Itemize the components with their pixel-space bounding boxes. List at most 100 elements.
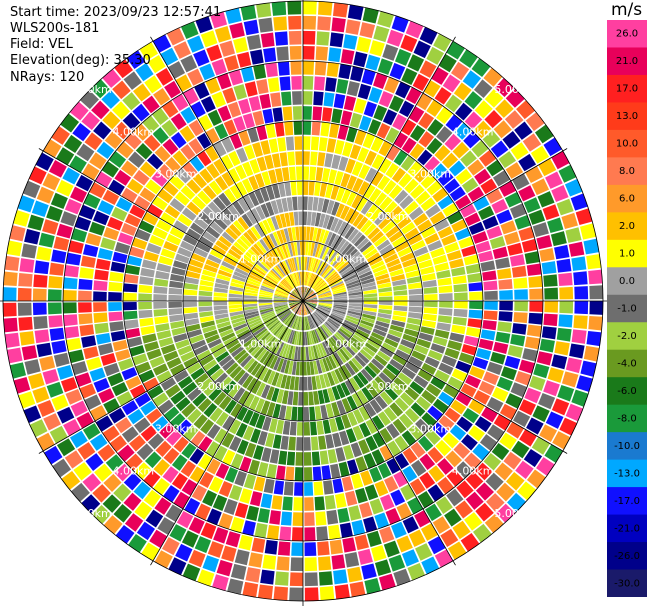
range-gate [366, 252, 381, 263]
range-gate [368, 119, 382, 135]
range-gate [561, 212, 578, 230]
range-gate [175, 168, 191, 184]
range-gate [308, 391, 314, 406]
range-gate [218, 235, 232, 248]
range-gate [528, 312, 543, 325]
range-gate [495, 257, 511, 270]
range-gate [214, 428, 228, 444]
range-gate [307, 196, 314, 211]
range-gate [288, 301, 303, 303]
range-gate [154, 278, 169, 287]
range-gate [368, 87, 383, 104]
range-gate [551, 185, 569, 203]
range-gate [186, 362, 202, 375]
range-gate [303, 286, 306, 301]
range-gate [202, 325, 217, 334]
range-gate [223, 498, 238, 515]
range-gate [250, 245, 262, 258]
range-gate [298, 256, 302, 271]
range-gate [225, 362, 239, 375]
range-gate [246, 505, 260, 522]
range-gate [425, 503, 442, 522]
range-gate [63, 277, 78, 290]
range-gate [473, 390, 491, 405]
range-gate [500, 366, 517, 381]
range-gate [317, 287, 330, 295]
range-gate [194, 82, 210, 100]
range-gate [318, 291, 332, 297]
range-gate [115, 197, 133, 212]
range-gate [125, 328, 141, 339]
range-gate [183, 289, 198, 296]
range-gate [257, 461, 269, 477]
range-gate [377, 175, 391, 191]
range-gate [465, 471, 484, 490]
range-gate [291, 273, 298, 287]
range-gate [60, 377, 78, 393]
range-gate [218, 480, 233, 497]
range-gate [507, 242, 523, 256]
range-gate [329, 539, 343, 555]
range-gate [258, 17, 273, 33]
range-gate [213, 296, 228, 301]
range-gate [314, 405, 322, 420]
range-gate [318, 556, 332, 571]
range-gate [280, 281, 292, 292]
range-gate [269, 510, 281, 525]
range-gate [404, 200, 419, 215]
range-gate [326, 320, 338, 331]
range-gate [242, 254, 256, 266]
range-gate [279, 343, 287, 357]
range-gate [123, 472, 142, 491]
range-gate [270, 321, 282, 333]
range-gate [241, 213, 253, 228]
range-gate [409, 143, 425, 160]
range-gate [187, 387, 202, 402]
range-gate [374, 354, 388, 367]
range-gate [296, 422, 303, 436]
range-gate [260, 32, 275, 48]
range-gate [426, 99, 443, 117]
range-gate [558, 314, 573, 328]
range-gate [256, 79, 269, 95]
range-gate [291, 301, 303, 310]
range-gate [36, 186, 55, 204]
range-gate [306, 272, 311, 286]
range-gate [331, 154, 341, 170]
range-gate [573, 271, 588, 286]
range-gate [190, 101, 206, 118]
range-gate [314, 61, 327, 76]
range-gate [372, 328, 387, 337]
range-gate [102, 189, 120, 205]
range-gate [325, 356, 334, 371]
range-gate [253, 64, 267, 80]
range-gate [437, 458, 454, 475]
range-gate [327, 274, 341, 285]
range-gate [110, 261, 126, 273]
range-gate [474, 168, 491, 185]
range-gate [353, 234, 366, 247]
colorbar-tick-label: 2.0 [619, 221, 635, 232]
range-gate [325, 434, 335, 449]
range-gate [227, 248, 242, 260]
range-gate [243, 473, 257, 490]
range-gate [209, 407, 223, 423]
range-gate [313, 312, 323, 324]
range-gate [208, 387, 222, 402]
range-gate [329, 278, 343, 287]
range-gate [122, 92, 141, 111]
range-gate [327, 448, 338, 464]
range-gate [556, 198, 574, 216]
range-gate [499, 290, 513, 300]
range-gate [78, 302, 92, 313]
range-gate [344, 207, 355, 222]
range-gate [299, 287, 303, 301]
range-gate [334, 368, 344, 383]
range-gate [161, 537, 180, 556]
range-gate [282, 496, 293, 511]
range-gate [383, 179, 397, 195]
range-gate [406, 317, 422, 326]
range-gate [303, 301, 317, 306]
range-gate [322, 419, 331, 434]
range-gate [78, 313, 93, 325]
